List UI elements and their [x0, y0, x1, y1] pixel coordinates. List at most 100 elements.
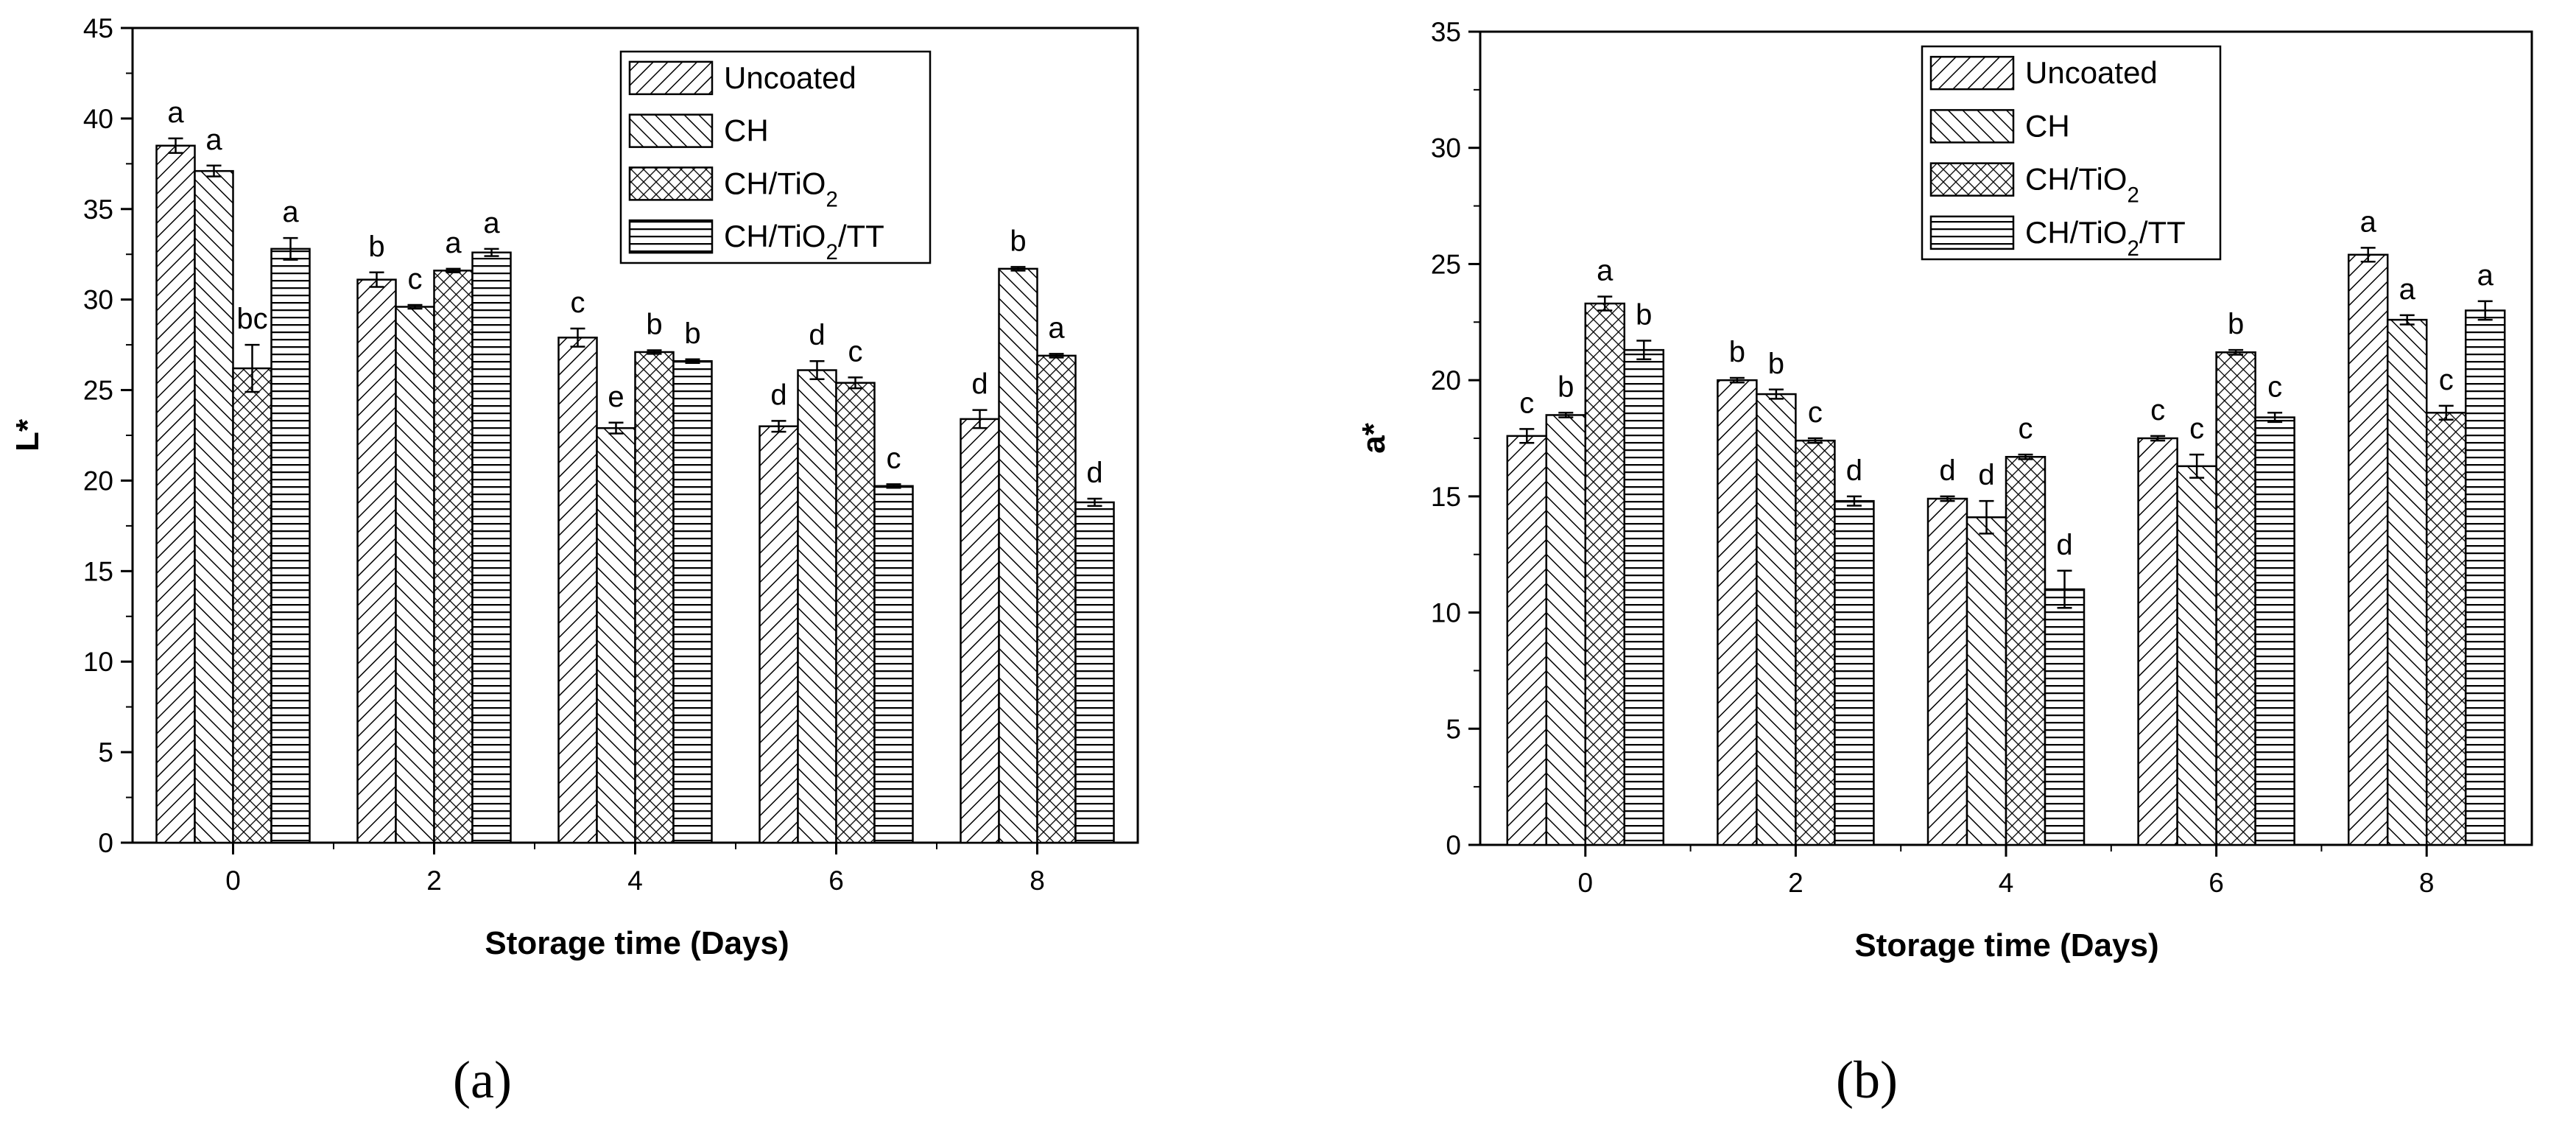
bar: [960, 418, 1000, 844]
bar: [2176, 465, 2217, 846]
y-tick-label: 15: [83, 556, 113, 586]
significance-letter: b: [1636, 299, 1652, 331]
bar: [395, 306, 435, 844]
bar: [759, 425, 799, 844]
significance-letter: c: [1519, 387, 1534, 419]
significance-letter: a: [167, 96, 184, 129]
legend-swatch: [1929, 215, 2015, 250]
significance-letter: a: [205, 124, 222, 156]
significance-letter: a: [2477, 259, 2494, 292]
legend-swatch: [1929, 162, 2015, 197]
bar: [2347, 253, 2389, 846]
significance-letter: c: [408, 263, 423, 295]
bar: [1584, 302, 1626, 846]
y-tick-label: 40: [83, 104, 113, 134]
significance-letter: d: [2056, 529, 2072, 561]
bar: [356, 278, 397, 844]
y-tick-label: 15: [1431, 482, 1461, 512]
significance-letter: d: [809, 319, 825, 351]
legend-swatch: [628, 219, 714, 254]
bar: [873, 485, 914, 844]
y-tick-label: 25: [1431, 249, 1461, 279]
significance-letter: b: [1729, 336, 1745, 368]
legend-label: CH/TiO2: [724, 166, 838, 211]
significance-letter: b: [368, 231, 384, 263]
x-tick-label: 0: [1578, 868, 1594, 898]
y-tick-label: 20: [1431, 365, 1461, 396]
y-tick-label: 5: [1446, 714, 1461, 744]
bar: [1506, 435, 1548, 846]
y-axis-title: a*: [1356, 422, 1392, 453]
bar: [1717, 379, 1758, 846]
significance-letter: c: [2019, 412, 2033, 445]
bar: [2044, 588, 2086, 846]
legend-swatch: [1929, 55, 2015, 91]
bar: [1545, 414, 1587, 846]
significance-letter: e: [608, 381, 624, 413]
legend: Uncoated CH CH/TiO2 CH/TiO2/TT: [619, 50, 932, 264]
legend-swatch: [628, 166, 714, 201]
legend-label: CH/TiO2/TT: [724, 219, 884, 264]
x-axis-title: Storage time (Days): [485, 925, 789, 961]
bar: [1926, 497, 1968, 846]
bar: [1623, 348, 1665, 846]
significance-letter: a: [1048, 312, 1065, 344]
bar: [634, 351, 675, 844]
x-tick-label: 4: [1999, 868, 2014, 898]
significance-letter: b: [1558, 371, 1574, 403]
significance-letter: a: [2360, 206, 2377, 238]
legend-label: CH: [724, 113, 769, 148]
legend: Uncoated CH CH/TiO2 CH/TiO2/TT: [1921, 45, 2222, 261]
bar: [835, 382, 876, 844]
bar: [596, 426, 636, 844]
bar: [433, 270, 474, 844]
bar: [155, 144, 196, 844]
significance-letter: d: [1086, 457, 1102, 489]
bar: [2425, 412, 2467, 846]
bar: [2215, 351, 2256, 846]
x-tick-label: 2: [1788, 868, 1803, 898]
y-tick-label: 0: [1446, 830, 1461, 860]
legend-swatch: [628, 60, 714, 96]
legend-label: CH/TiO2/TT: [2025, 215, 2186, 261]
y-tick-label: 45: [83, 13, 113, 43]
significance-letter: b: [1010, 225, 1026, 257]
y-tick-label: 35: [1431, 17, 1461, 47]
bar: [2386, 318, 2428, 846]
significance-letter: a: [1597, 255, 1613, 287]
significance-letter: d: [971, 368, 988, 401]
bar: [1834, 499, 1875, 846]
significance-letter: c: [1808, 396, 1823, 429]
bar: [2005, 455, 2047, 846]
bar: [1966, 516, 2007, 846]
legend-swatch: [628, 113, 714, 148]
legend-label: Uncoated: [724, 60, 856, 95]
significance-letter: c: [2189, 412, 2204, 445]
significance-letter: d: [770, 379, 786, 411]
y-tick-label: 0: [98, 828, 113, 858]
legend-label: CH: [2025, 108, 2070, 143]
significance-letter: b: [684, 317, 700, 350]
y-tick-label: 35: [83, 194, 113, 225]
y-tick-label: 10: [83, 647, 113, 677]
x-tick-label: 6: [828, 866, 844, 896]
bar: [270, 247, 311, 844]
panel-label: (a): [453, 1050, 512, 1109]
significance-letter: bc: [236, 303, 267, 335]
significance-letter: a: [483, 207, 500, 239]
bar: [471, 251, 512, 844]
significance-letter: b: [646, 308, 662, 340]
legend-swatch: [1929, 109, 2015, 144]
significance-letter: c: [2150, 394, 2165, 426]
x-tick-label: 8: [2419, 868, 2435, 898]
significance-letter: d: [1939, 454, 1955, 487]
x-tick-label: 0: [225, 866, 241, 896]
bar: [2464, 309, 2506, 846]
significance-letter: c: [2439, 364, 2454, 396]
x-axis-title: Storage time (Days): [1854, 927, 2158, 963]
x-tick-label: 4: [627, 866, 643, 896]
significance-letter: d: [1978, 459, 1994, 491]
legend-label: Uncoated: [2025, 55, 2158, 90]
